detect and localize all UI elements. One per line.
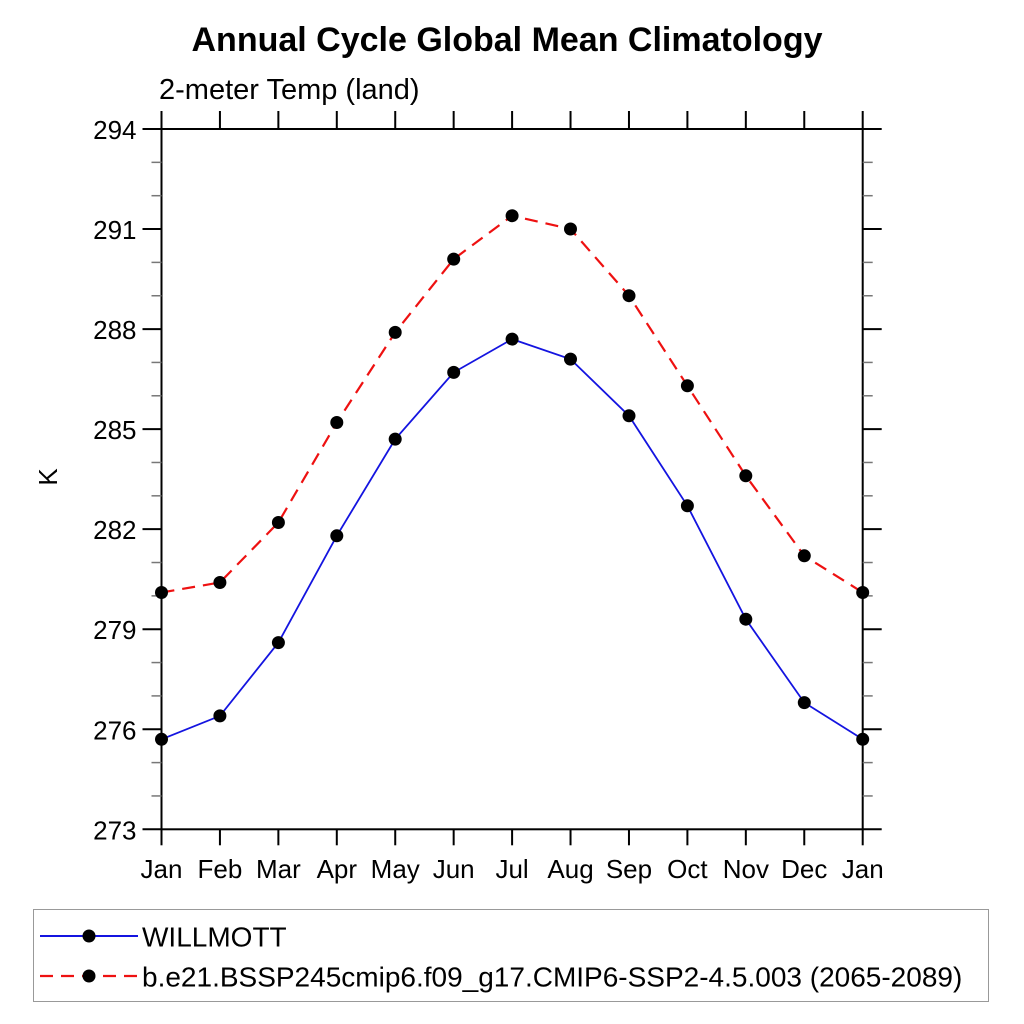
x-tick-label: Mar — [256, 854, 301, 884]
x-tick-label: Dec — [781, 854, 827, 884]
data-point-marker — [388, 325, 402, 339]
data-point-marker — [622, 289, 636, 303]
data-point-marker — [856, 732, 870, 746]
legend-marker-icon — [82, 929, 96, 943]
legend-label-model: b.e21.BSSP245cmip6.f09_g17.CMIP6-SSP2-4.… — [142, 962, 962, 993]
x-tick-label: Sep — [606, 854, 652, 884]
data-point-marker — [213, 576, 227, 589]
data-point-marker — [447, 252, 461, 266]
x-tick-label: Jan — [141, 854, 183, 884]
chart-title: Annual Cycle Global Mean Climatology — [192, 21, 823, 59]
data-point-marker — [155, 586, 168, 599]
legend-box — [33, 909, 989, 1002]
legend-label-willmott: WILLMOTT — [142, 922, 287, 953]
y-tick-label: 288 — [93, 315, 136, 345]
data-point-marker — [155, 732, 168, 746]
data-point-marker — [739, 612, 753, 626]
legend-marker-icon — [82, 969, 96, 983]
y-axis-label: K — [33, 468, 63, 486]
data-point-marker — [505, 209, 519, 223]
data-point-marker — [622, 409, 636, 423]
plot-frame — [160, 128, 864, 831]
data-point-marker — [564, 222, 577, 236]
data-point-marker — [330, 416, 344, 429]
x-tick-label: Oct — [667, 854, 708, 884]
x-tick-label: Jul — [495, 854, 528, 884]
data-point-marker — [680, 499, 694, 513]
data-point-marker — [797, 549, 811, 563]
y-tick-label: 294 — [93, 115, 136, 145]
legend: WILLMOTT b.e21.BSSP245cmip6.f09_g17.CMIP… — [33, 909, 989, 1002]
data-point-marker — [213, 709, 227, 723]
data-point-marker — [680, 379, 694, 393]
chart-subtitle: 2-meter Temp (land) — [159, 74, 420, 106]
y-tick-label: 279 — [93, 615, 136, 645]
x-tick-label: May — [371, 854, 420, 884]
data-point-marker — [271, 636, 285, 650]
plot-area: 273 276 279 282 285 288 291 294 Jan Feb Mar Apr May J… — [93, 111, 884, 884]
data-point-marker — [388, 432, 402, 446]
data-point-marker — [564, 352, 577, 366]
data-point-marker — [447, 365, 461, 379]
y-tick-label: 273 — [93, 815, 136, 845]
series-line-0 — [161, 338, 864, 741]
y-tick-label: 291 — [93, 215, 136, 245]
y-tick-label: 285 — [93, 415, 136, 445]
data-point-marker — [271, 516, 285, 529]
series-line-1 — [161, 214, 864, 594]
data-point-marker — [505, 332, 519, 346]
y-tick-label: 276 — [93, 715, 136, 745]
data-point-marker — [797, 696, 811, 710]
x-tick-label: Aug — [547, 854, 593, 884]
y-tick-label: 282 — [93, 515, 136, 545]
x-tick-label: Jun — [433, 854, 475, 884]
data-point-marker — [330, 529, 344, 543]
data-point-marker — [739, 469, 753, 483]
x-tick-label: Nov — [723, 854, 769, 884]
data-point-marker — [856, 586, 870, 599]
x-tick-label: Jan — [842, 854, 884, 884]
x-tick-label: Feb — [198, 854, 243, 884]
x-tick-label: Apr — [317, 854, 358, 884]
